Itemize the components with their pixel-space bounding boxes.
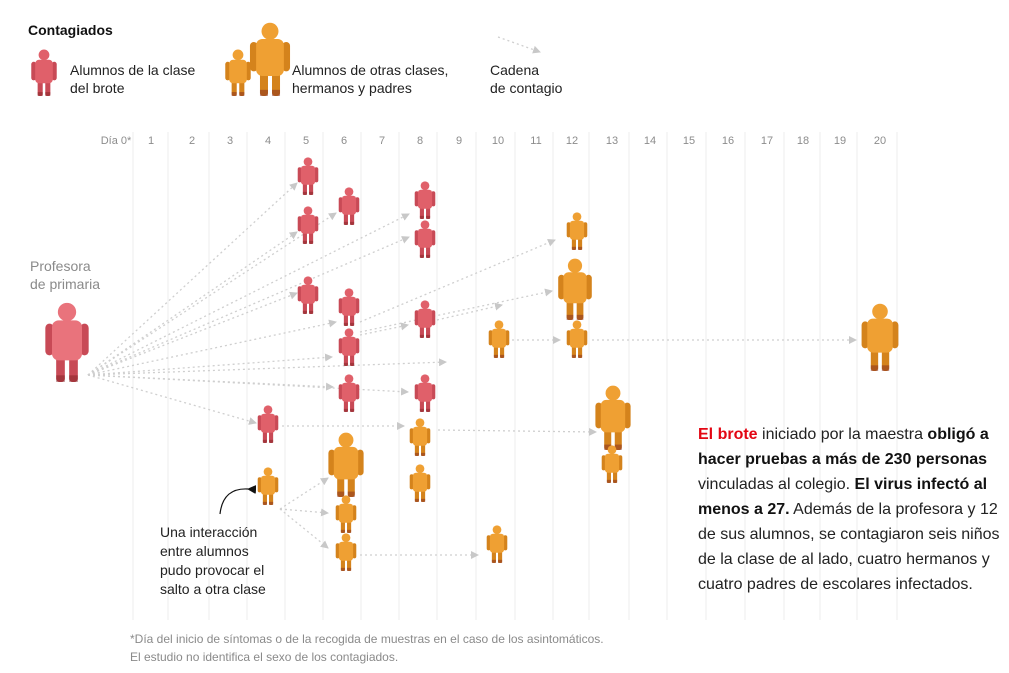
class-student-figure (414, 220, 436, 258)
contagion-chain-arrow (359, 322, 409, 336)
legend-other-contacts-label: Alumnos de otras clases, hermanos y padr… (292, 62, 449, 96)
other-contact-figure (409, 464, 431, 502)
contagion-chain-arrow (359, 288, 553, 333)
day-tick-label: 4 (265, 135, 271, 147)
day-tick-label: 6 (341, 135, 347, 147)
day-tick-label: 2 (189, 135, 195, 147)
day-tick-label: 10 (492, 135, 504, 147)
teacher-figure (45, 302, 89, 382)
contagion-chain-arrow (87, 212, 337, 376)
other-contact-figure (486, 525, 508, 563)
day-tick-label: 16 (722, 135, 734, 147)
legend-class-student-icon (31, 49, 57, 96)
other-contact-figure (328, 432, 364, 497)
other-contact-figure (861, 303, 899, 371)
summary-text: El brote iniciado por la maestra obligó … (698, 426, 1000, 593)
day-tick-label: 5 (303, 135, 309, 147)
contagion-chain-arrow (359, 239, 556, 323)
other-contact-figure (409, 418, 431, 456)
contagion-chain-arrow (436, 302, 503, 321)
class-student-figure (338, 374, 360, 412)
day-tick-label: 9 (456, 135, 462, 147)
other-contact-figure (595, 385, 631, 450)
day-tick-label: 11 (530, 135, 541, 147)
teacher-label: Profesora de primaria (30, 258, 101, 292)
other-contact-figure (566, 320, 588, 358)
day-tick-label: 15 (683, 135, 695, 147)
day-tick-label: Día 0* (101, 135, 132, 147)
contagion-chain-arrow (87, 319, 337, 376)
contagion-chain-arrow (279, 508, 329, 517)
day-tick-label: 8 (417, 135, 423, 147)
other-contact-figure (558, 258, 592, 320)
other-contact-figure (335, 495, 357, 533)
day-tick-label: 12 (566, 135, 578, 147)
contagion-chain-arrow (279, 508, 329, 549)
footnote: *Día del inicio de síntomas o de la reco… (130, 632, 604, 664)
other-contact-figure (601, 445, 623, 483)
day-tick-label: 20 (874, 135, 886, 147)
class-student-figure (297, 276, 319, 314)
contagion-chain-arrow (87, 291, 298, 376)
legend-title: Contagiados (28, 22, 113, 38)
other-contact-figure (566, 212, 588, 250)
day-tick-label: 17 (761, 135, 773, 147)
legend-other-contact-adult-icon (249, 22, 291, 96)
day-tick-label: 14 (644, 135, 656, 147)
other-contact-figure (488, 320, 510, 358)
class-student-figure (338, 288, 360, 326)
day-tick-label: 1 (148, 135, 154, 147)
contagion-chain-arrow (87, 236, 410, 376)
day-tick-label: 7 (379, 135, 385, 147)
day-tick-label: 3 (227, 135, 233, 147)
class-student-figure (338, 328, 360, 366)
contagion-chain-arrow (87, 353, 333, 376)
contagion-chain-arrow (437, 427, 597, 436)
class-student-figure (297, 157, 319, 195)
day-tick-label: 13 (606, 135, 618, 147)
other-contact-figure (335, 533, 357, 571)
contagion-chain-arrow (87, 374, 409, 396)
contagion-chain-arrow (87, 358, 447, 376)
interaction-note: Una interacción entre alumnos pudo provo… (160, 524, 266, 597)
note-pointer-arrow (219, 485, 257, 515)
class-student-figure (257, 405, 279, 443)
other-contact-figure (257, 467, 279, 505)
day-tick-label: 19 (834, 135, 846, 147)
legend-chain-label: Cadena de contagio (490, 62, 563, 96)
legend-other-contact-icon (225, 49, 251, 96)
contagion-chain-arrow (279, 477, 329, 510)
contagion-chain-arrow (87, 182, 298, 376)
class-student-figure (414, 181, 436, 219)
class-student-figure (414, 374, 436, 412)
legend-class-students-label: Alumnos de la clase del brote (70, 62, 196, 96)
contagion-chain-arrow (87, 231, 298, 376)
class-student-figure (297, 206, 319, 244)
day-tick-label: 18 (797, 135, 809, 147)
summary-highlight: El brote (698, 426, 758, 443)
legend-chain-arrow-icon (497, 36, 541, 54)
class-student-figure (338, 187, 360, 225)
class-student-figure (414, 300, 436, 338)
contagion-chain-arrow (87, 374, 257, 425)
